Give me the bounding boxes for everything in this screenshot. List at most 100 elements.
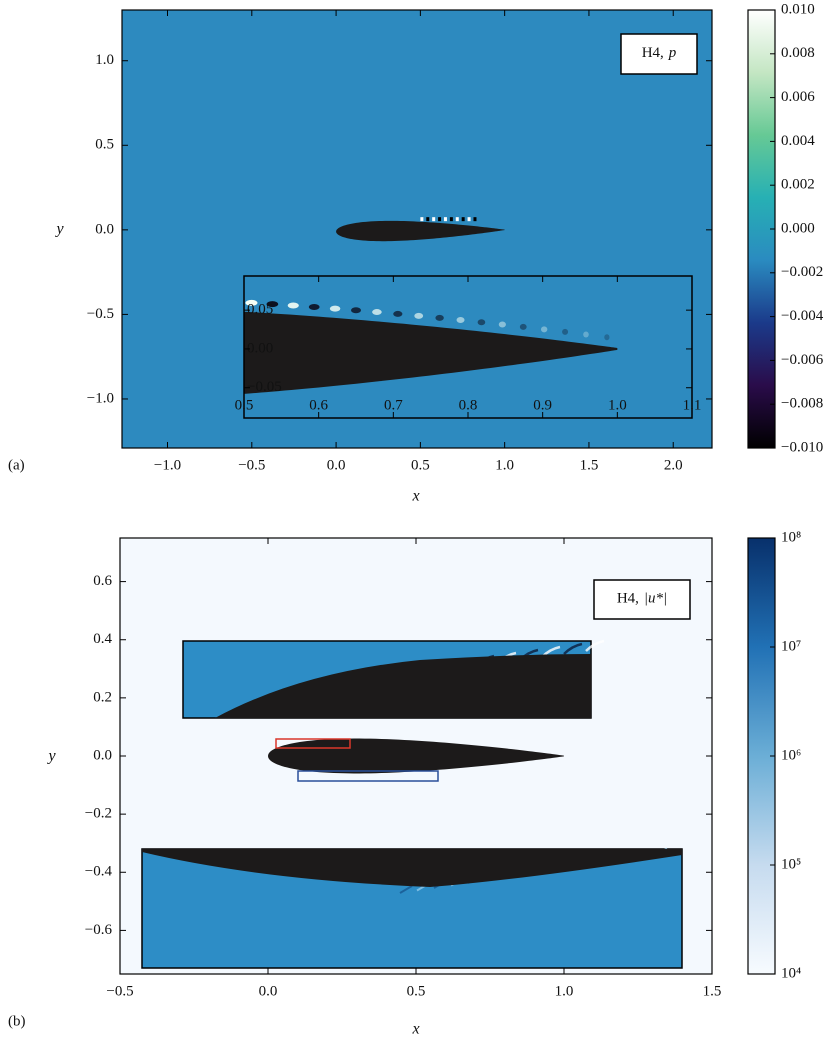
wave [498, 321, 506, 328]
wave [432, 217, 436, 222]
y-axis-label: y [54, 221, 64, 238]
colorbar-tick-label: −0.002 [781, 264, 823, 280]
wave [287, 302, 299, 309]
y-tick-label: 0.2 [93, 689, 112, 705]
annotation-symbol: |u*| [644, 591, 667, 607]
wave [372, 309, 382, 316]
y-tick-label: −0.4 [85, 864, 113, 880]
annotation-text: H4, [642, 45, 664, 61]
wave [426, 217, 430, 222]
colorbar-tick-label: 0.002 [781, 177, 815, 193]
x-tick-label: 1.0 [555, 983, 574, 999]
wave [438, 217, 442, 222]
colorbar-tick-label: 0.008 [781, 45, 815, 61]
panel-label: (a) [8, 457, 25, 473]
y-tick-label: 0.05 [247, 302, 273, 318]
wave [562, 328, 569, 335]
wave [308, 303, 320, 310]
colorbar-tick-label: 10⁷ [781, 638, 801, 654]
colorbar-tick-label: −0.004 [781, 308, 824, 324]
wave [449, 217, 453, 222]
annotation-box [593, 579, 691, 620]
colorbar-tick-label: 10⁵ [781, 856, 801, 872]
annotation-box [620, 33, 698, 75]
x-tick-label: 1.1 [683, 397, 702, 413]
colorbar-tick-label: −0.010 [781, 439, 823, 455]
colorbar-tick-label: 0.004 [781, 133, 815, 149]
wave [540, 326, 548, 333]
airfoil-zoom [244, 311, 618, 394]
colorbar-tick-label: 10⁸ [781, 529, 801, 545]
wave [473, 217, 477, 222]
colorbar-tick-label: −0.006 [781, 352, 824, 368]
x-tick-label: 0.5 [407, 983, 426, 999]
airfoil [336, 220, 505, 242]
y-tick-label: 0.4 [93, 631, 112, 647]
panel-label: (b) [8, 1013, 26, 1029]
wave [266, 301, 279, 308]
x-tick-label: 2.0 [664, 457, 683, 473]
y-tick-label: 0.0 [93, 747, 112, 763]
x-tick-label: 1.0 [495, 457, 514, 473]
y-tick-label: 0.5 [95, 137, 114, 153]
x-tick-label: 0.5 [411, 457, 430, 473]
wave [435, 314, 444, 321]
colorbar-tick-label: 0.010 [781, 1, 815, 17]
annotation: H4, |u*| [617, 591, 667, 607]
wave [467, 217, 471, 222]
colorbar-tick-label: 0.000 [781, 220, 815, 236]
wave [477, 319, 486, 326]
airfoil-zoom [215, 654, 591, 718]
wave [585, 639, 605, 652]
wave [461, 217, 465, 222]
y-tick-label: −0.5 [87, 306, 114, 322]
wave [399, 885, 413, 894]
colorbar-tick-label: 10⁶ [781, 747, 801, 763]
colorbar-tick-label: 10⁴ [781, 965, 801, 981]
red-box [275, 738, 351, 749]
wave [351, 307, 361, 314]
x-tick-label: −0.5 [106, 983, 133, 999]
plot-frame [121, 9, 713, 449]
y-axis-label: y [46, 748, 56, 765]
x-tick-label: 1.0 [608, 397, 627, 413]
y-tick-label: −0.6 [85, 922, 113, 938]
y-tick-label: −0.2 [85, 806, 112, 822]
x-axis-label: x [411, 1021, 419, 1038]
x-tick-label: 0.6 [309, 397, 328, 413]
wave [455, 217, 459, 222]
y-tick-label: −0.05 [247, 379, 282, 395]
x-tick-label: 0.8 [459, 397, 478, 413]
y-tick-label: 0.6 [93, 573, 112, 589]
x-tick-label: 0.5 [235, 397, 254, 413]
x-tick-label: 0.0 [327, 457, 346, 473]
x-tick-label: 0.0 [259, 983, 278, 999]
wave [456, 317, 465, 324]
y-tick-label: 0.0 [95, 221, 114, 237]
x-axis-label: x [411, 488, 419, 505]
wave [519, 323, 527, 330]
x-tick-label: 1.5 [580, 457, 599, 473]
annotation-symbol: p [668, 45, 677, 61]
wave [245, 299, 258, 306]
colorbar-tick-label: 0.006 [781, 89, 815, 105]
x-tick-label: −0.5 [238, 457, 265, 473]
wave [583, 331, 589, 338]
wave [563, 642, 583, 655]
colorbar-tick-label: −0.008 [781, 396, 823, 412]
x-tick-label: 0.9 [533, 397, 552, 413]
wave [414, 312, 424, 319]
y-tick-label: 0.00 [247, 340, 273, 356]
wave [420, 217, 424, 222]
annotation-text: H4, [617, 591, 639, 607]
y-tick-label: 1.0 [95, 52, 114, 68]
annotation: H4, p [642, 45, 677, 61]
x-tick-label: −1.0 [154, 457, 181, 473]
airfoil-zoom [142, 849, 682, 887]
x-tick-label: 0.7 [384, 397, 403, 413]
wave [393, 310, 403, 317]
wave [329, 305, 341, 312]
wave [604, 334, 610, 341]
